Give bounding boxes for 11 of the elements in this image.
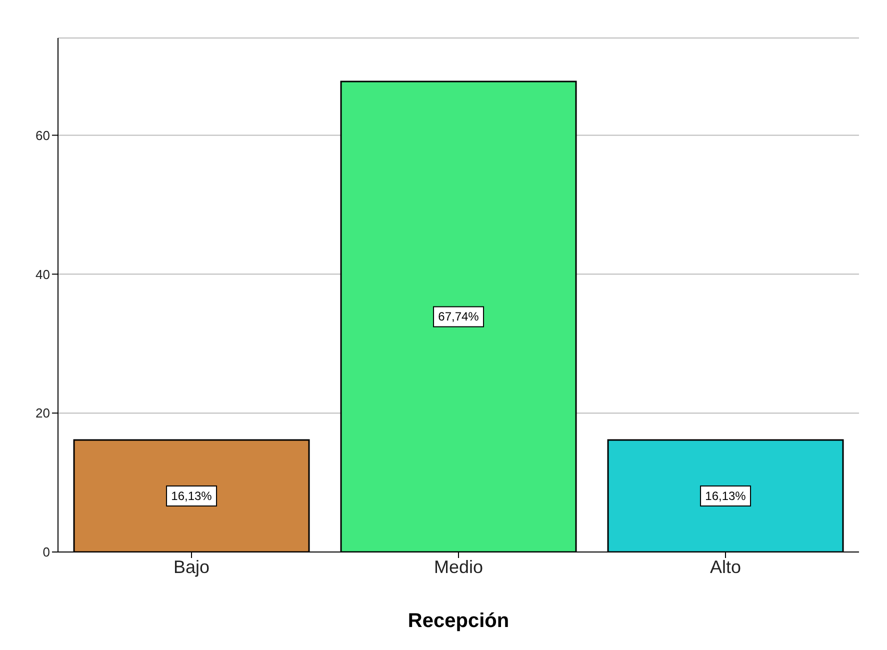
x-tick-label: Medio — [434, 556, 484, 577]
y-tick-label: 0 — [42, 544, 50, 560]
data-label: 16,13% — [705, 488, 746, 503]
x-tick-label: Alto — [710, 556, 742, 577]
y-tick-label: 40 — [36, 266, 50, 282]
y-tick-label: 60 — [36, 128, 50, 143]
data-label: 67,74% — [438, 310, 480, 324]
y-tick-label: 20 — [36, 406, 50, 421]
data-label: 16,13% — [171, 488, 212, 503]
x-axis-title: Recepción — [408, 610, 510, 632]
x-tick-label: Bajo — [173, 556, 210, 577]
